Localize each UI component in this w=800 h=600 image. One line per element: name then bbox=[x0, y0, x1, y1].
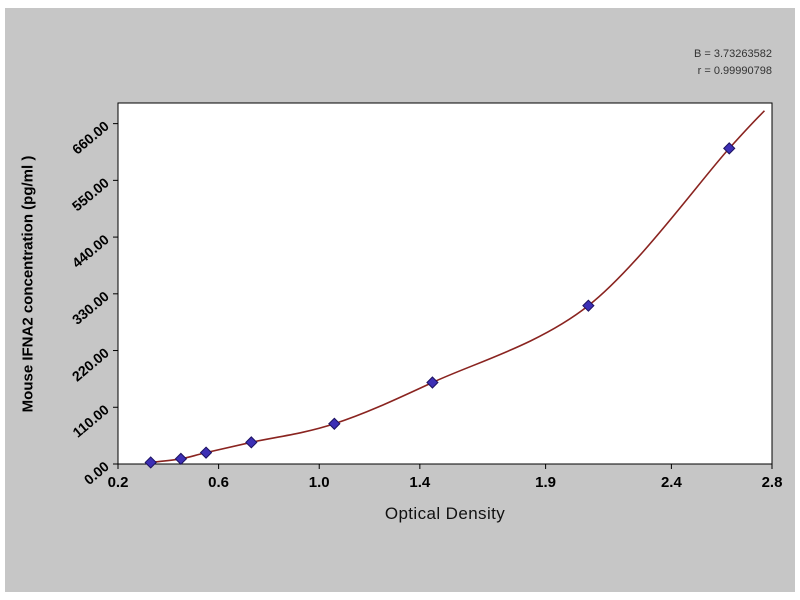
data-point-marker bbox=[328, 417, 341, 430]
plot-area bbox=[117, 102, 773, 465]
standard-curve-line bbox=[150, 110, 766, 464]
data-point-marker bbox=[582, 299, 595, 312]
y-tick-label: 440.00 bbox=[69, 231, 112, 271]
x-tick-label: 1.4 bbox=[409, 474, 431, 491]
data-point-marker bbox=[199, 446, 213, 459]
data-point-marker bbox=[723, 142, 736, 155]
x-tick-label: 0.2 bbox=[108, 474, 129, 491]
x-tick-label: 1.9 bbox=[535, 474, 556, 491]
y-tick-label: 220.00 bbox=[69, 344, 112, 384]
data-point-marker bbox=[426, 376, 439, 389]
data-point-marker bbox=[245, 436, 258, 449]
x-tick-label: 2.8 bbox=[762, 474, 783, 491]
data-point-marker bbox=[144, 456, 157, 469]
data-point-marker bbox=[174, 452, 188, 466]
y-tick-label: 110.00 bbox=[69, 401, 112, 440]
y-tick-label: 330.00 bbox=[69, 288, 112, 328]
data-points bbox=[144, 142, 736, 469]
x-tick-label: 1.0 bbox=[309, 474, 330, 491]
y-axis-title: Mouse IFNA2 concentration (pg/ml ) bbox=[19, 155, 37, 413]
y-tick-label: 550.00 bbox=[69, 174, 112, 214]
fit-coefficient: B = 3.73263582 bbox=[694, 48, 772, 60]
x-axis-title: Optical Density bbox=[384, 504, 506, 523]
fit-statistics: B = 3.73263582 r = 0.99990798 bbox=[694, 46, 772, 80]
x-tick-label: 2.4 bbox=[661, 474, 683, 491]
fit-correlation: r = 0.99990798 bbox=[697, 65, 772, 77]
x-tick-label: 0.6 bbox=[208, 474, 229, 491]
y-tick-label: 660.00 bbox=[69, 118, 112, 158]
x-axis-ticks: 0.2 0.6 1.0 1.4 1.9 2.4 2.8 bbox=[108, 464, 783, 491]
